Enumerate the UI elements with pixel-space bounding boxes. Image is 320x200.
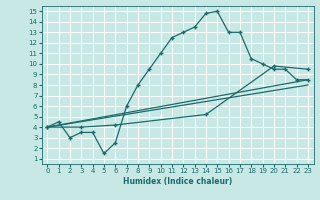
- X-axis label: Humidex (Indice chaleur): Humidex (Indice chaleur): [123, 177, 232, 186]
